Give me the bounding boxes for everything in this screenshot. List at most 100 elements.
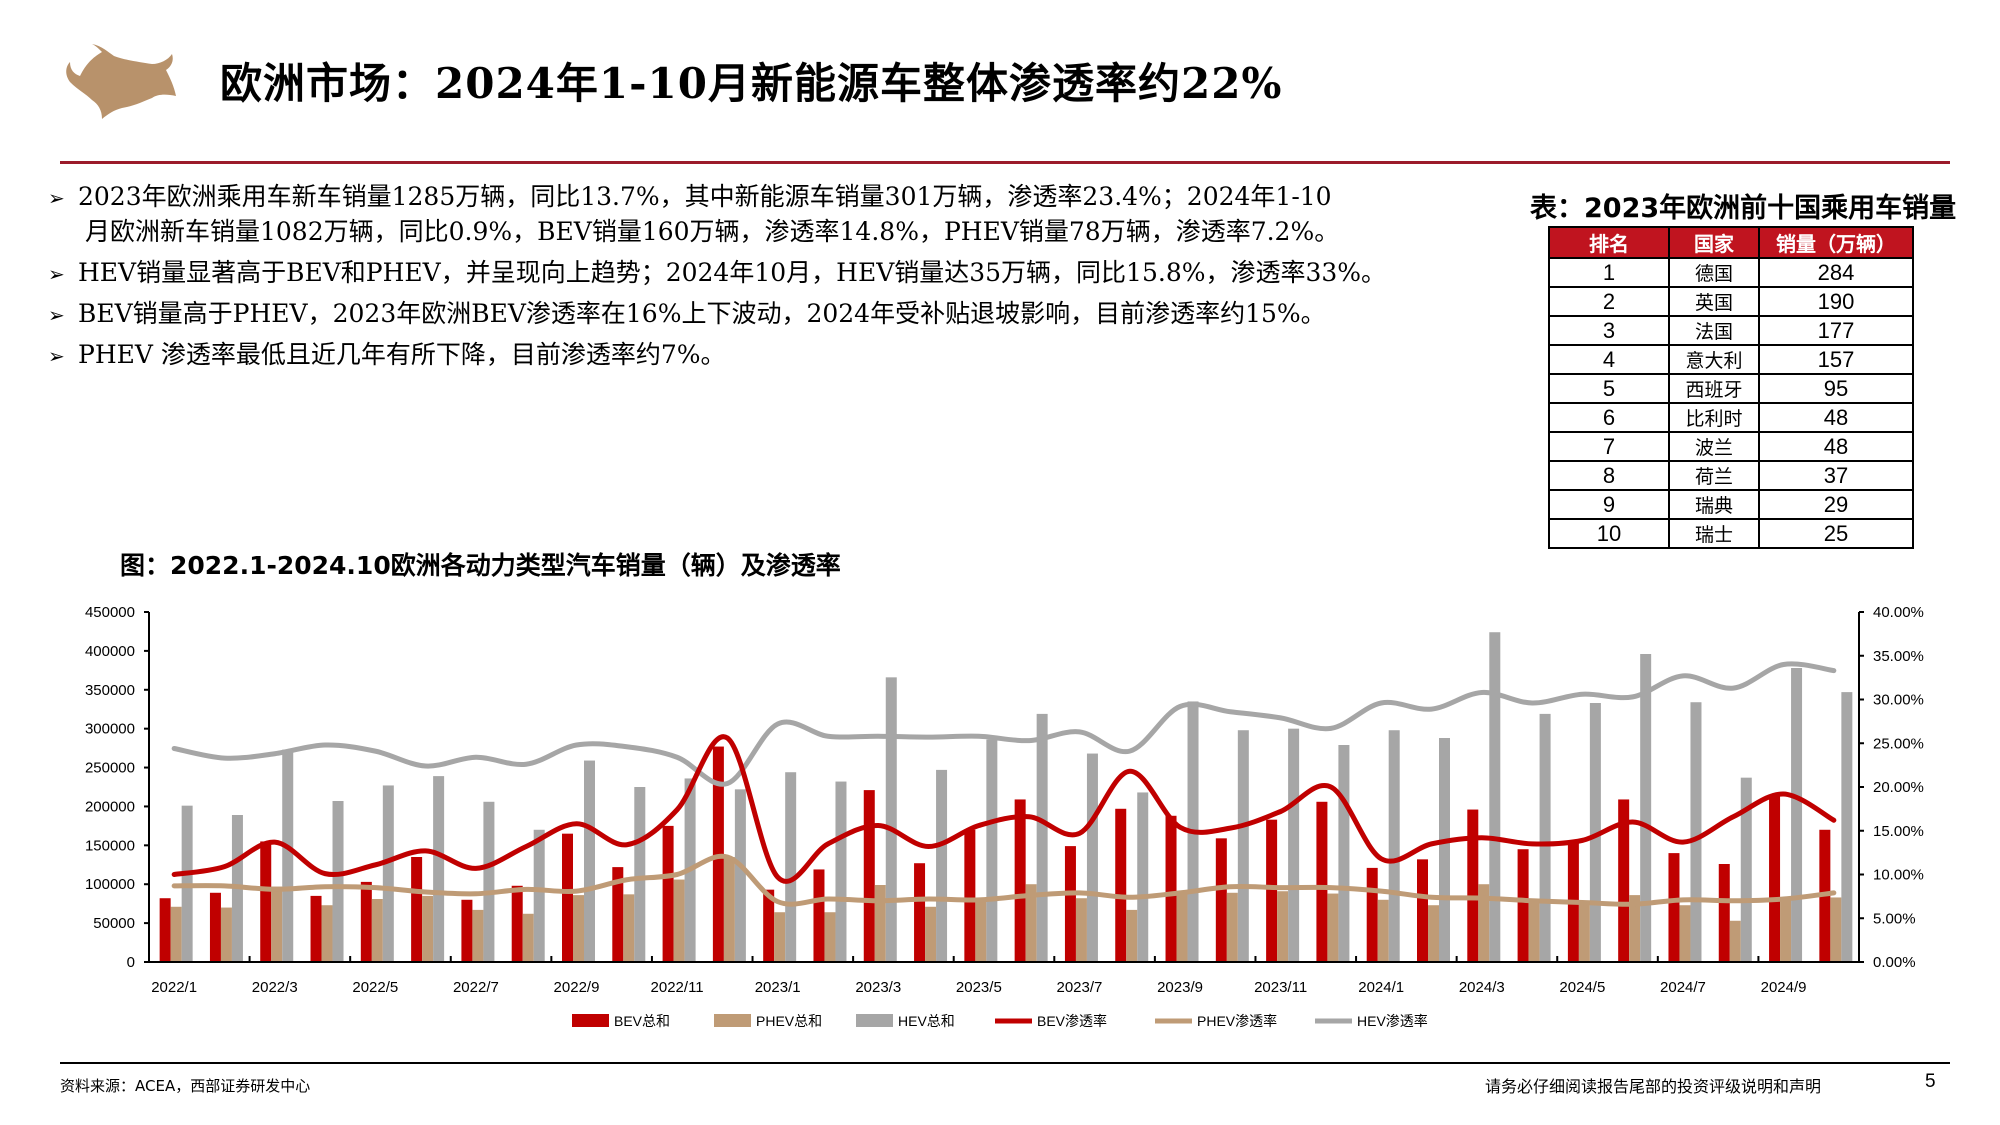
bar-phev-2022/11 [673,879,685,962]
bar-bev-2023/5 [964,829,976,962]
bar-hev-2023/11 [1288,728,1300,962]
bar-phev-2023/4 [925,906,937,962]
y-left-tick-label: 200000 [85,798,135,815]
cell-country: 德国 [1668,257,1760,288]
table-row: 3 法国 177 [1548,315,1914,346]
legend-label: BEV渗透率 [1037,1013,1107,1029]
cell-sales: 190 [1758,286,1914,317]
y-left-tick-label: 250000 [85,760,135,777]
bar-phev-2023/11 [1277,891,1289,962]
page-title: 欧洲市场：2024年1-10月新能源车整体渗透率约22% [220,59,1283,108]
bar-phev-2022/12 [723,857,735,962]
bar-bev-2022/7 [461,899,473,962]
cell-rank: 1 [1548,257,1670,288]
bar-hev-2023/3 [885,677,897,962]
x-tick-label: 2022/7 [453,979,499,996]
cell-sales: 284 [1758,257,1914,288]
bar-hev-2024/5 [1589,703,1601,962]
bar-bev-2023/12 [1316,801,1328,962]
bar-phev-2023/5 [975,898,987,962]
bar-phev-2022/10 [623,894,635,962]
header-sales: 销量（万辆） [1758,226,1914,259]
bar-hev-2023/4 [936,769,948,962]
bar-bev-2023/9 [1165,815,1177,962]
bar-phev-2023/8 [1126,909,1138,962]
bar-hev-2024/9 [1791,668,1803,962]
bar-bev-2022/3 [260,841,272,962]
bar-bev-2023/8 [1115,808,1127,962]
bar-bev-2024/2 [1417,859,1428,962]
bar-hev-2024/2 [1439,738,1450,962]
bar-phev-2022/5 [371,899,383,962]
bar-bev-2023/11 [1266,819,1278,962]
bar-hev-2023/8 [1137,792,1149,962]
bar-hev-2024/10 [1841,692,1853,962]
y-left-tick-label: 150000 [85,837,135,854]
bullet-text: BEV销量高于PHEV，2023年欧洲BEV渗透率在16%上下波动，2024年受… [78,299,1326,328]
table-row: 5 西班牙 95 [1548,373,1914,404]
cell-sales: 48 [1758,431,1914,462]
bar-phev-2024/4 [1528,902,1540,962]
bar-hev-2022/8 [533,829,545,962]
y-left-tick-label: 350000 [85,682,135,699]
bar-bev-2023/1 [763,889,775,962]
cell-rank: 10 [1548,518,1670,549]
y-left-tick-label: 450000 [85,604,135,621]
y-left-tick-label: 400000 [85,643,135,660]
bar-hev-2024/8 [1740,777,1752,962]
bar-phev-2022/9 [573,895,584,962]
y-left-tick-label: 0 [127,954,135,971]
arrow-bullet-icon: ➢ [48,303,65,327]
bar-bev-2024/7 [1668,853,1680,962]
cell-sales: 157 [1758,344,1914,375]
bar-phev-2023/6 [1025,884,1037,962]
table-title: 表：2023年欧洲前十国乘用车销量 [1530,193,1957,224]
y-left-tick-label: 300000 [85,721,135,738]
x-tick-label: 2022/11 [651,979,704,996]
bar-phev-2022/3 [271,886,283,962]
x-tick-label: 2023/1 [755,979,801,996]
header-rank: 排名 [1548,226,1670,259]
bar-bev-2023/2 [813,869,825,962]
cell-rank: 4 [1548,344,1670,375]
bullet-2: ➢ HEV销量显著高于BEV和PHEV，并呈现向上趋势；2024年10月，HEV销… [48,256,1386,291]
footer-divider [60,1062,1950,1064]
y-right-tick-label: 15.00% [1873,823,1924,840]
bar-hev-2022/10 [634,787,646,962]
x-tick-label: 2023/9 [1157,979,1203,996]
x-tick-label: 2023/3 [855,979,901,996]
table-row: 8 荷兰 37 [1548,460,1914,491]
bar-phev-2024/2 [1428,905,1439,962]
bar-hev-2023/1 [785,772,797,962]
bar-hev-2023/7 [1086,753,1098,962]
bar-bev-2022/1 [159,898,171,962]
cell-country: 比利时 [1668,402,1760,433]
x-tick-label: 2024/7 [1660,979,1706,996]
bar-phev-2024/8 [1729,920,1741,962]
cell-rank: 7 [1548,431,1670,462]
bar-hev-2024/3 [1489,632,1501,962]
bar-bev-2022/5 [360,881,372,962]
bar-phev-2024/3 [1478,884,1490,962]
x-tick-label: 2023/7 [1056,979,1102,996]
bar-phev-2023/9 [1176,893,1188,962]
bar-bev-2022/10 [612,867,624,962]
bar-hev-2023/6 [1036,713,1048,962]
legend-swatch-PHEV总和 [714,1014,751,1027]
bar-hev-2023/2 [835,781,847,962]
y-right-tick-label: 20.00% [1873,779,1924,796]
bullet-3: ➢ BEV销量高于PHEV，2023年欧洲BEV渗透率在16%上下波动，2024年… [48,297,1326,332]
bar-bev-2024/3 [1467,809,1479,962]
cell-country: 意大利 [1668,344,1760,375]
cell-sales: 48 [1758,402,1914,433]
bar-phev-2022/7 [472,909,484,962]
bullet-text: 2023年欧洲乘用车新车销量1285万辆，同比13.7%，其中新能源车销量301… [78,182,1332,211]
arrow-bullet-icon: ➢ [48,344,65,368]
table-row: 2 英国 190 [1548,286,1914,317]
bar-bev-2024/9 [1769,794,1781,962]
bar-bev-2023/10 [1215,838,1227,962]
y-right-tick-label: 25.00% [1873,735,1924,752]
bar-bev-2023/4 [914,863,926,962]
cell-country: 瑞士 [1668,518,1760,549]
line-HEV渗透率 [171,661,1837,787]
